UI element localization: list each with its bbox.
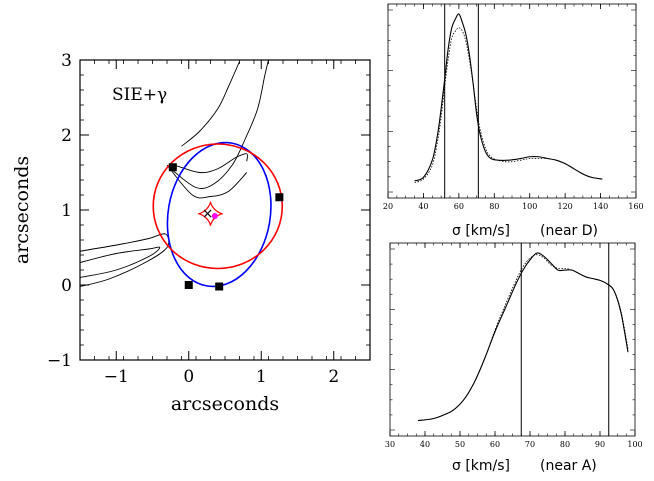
lensed-image-marker <box>168 163 177 172</box>
near-d-tick-labels: 20 40 60 80 100 120 140 160 <box>383 202 644 211</box>
contour-upper-arc-outer <box>166 164 248 199</box>
blue-caustic-curve <box>166 141 272 288</box>
near-d-series <box>414 13 603 183</box>
x-tick-label: 80 <box>560 440 570 449</box>
x-tick-label: 60 <box>454 202 464 211</box>
x-tick-label: −1 <box>104 367 129 387</box>
x-tick-label: 1 <box>256 367 267 387</box>
y-tick-label: 0 <box>61 276 72 296</box>
x-tick-label: 40 <box>420 440 430 449</box>
y-tick-label: −1 <box>47 351 72 371</box>
red-caustic <box>198 201 223 226</box>
near-d-annotation: (near D) <box>540 223 598 239</box>
x-tick-label: 70 <box>525 440 535 449</box>
dispersion-near-d-panel: 20 40 60 80 100 120 140 160 σ [km/s] (near D) <box>383 3 644 239</box>
dispersion-near-a-panel: 30 40 50 60 70 80 90 100 σ [km/s] (near A) <box>385 242 643 474</box>
x-tick-label: 40 <box>418 202 428 211</box>
lensed-image-marker <box>184 281 193 289</box>
x-tick-label: 80 <box>489 202 499 211</box>
x-tick-label: 20 <box>383 202 393 211</box>
x-tick-label: 100 <box>522 202 537 211</box>
lensed-image-marker <box>275 193 284 202</box>
x-tick-label: 160 <box>628 202 643 211</box>
lens-ticks <box>79 59 371 361</box>
near-a-vertical-lines <box>520 243 610 436</box>
lens-xlabel: arcseconds <box>171 393 279 415</box>
series-solid <box>414 13 603 182</box>
near-a-annotation: (near A) <box>540 458 597 474</box>
near-d-xlabel: σ [km/s] <box>452 223 510 239</box>
x-tick-label: 30 <box>385 440 395 449</box>
x-tick-label: 90 <box>595 440 605 449</box>
lens-ylabel: arcseconds <box>11 156 33 264</box>
red-critical-curve <box>152 143 284 270</box>
contour-upper-arc <box>170 59 269 189</box>
lens-tick-labels: −1 0 1 2 −1 0 1 2 3 <box>47 51 339 387</box>
near-d-frame <box>387 3 637 199</box>
x-tick-label: 2 <box>328 367 339 387</box>
near-a-series <box>417 252 629 422</box>
contour-top-contour <box>181 61 240 147</box>
near-d-vertical-lines <box>444 4 479 198</box>
x-tick-label: 0 <box>183 367 194 387</box>
image-positions: × <box>168 163 284 291</box>
lens-plot-frame <box>79 59 371 361</box>
x-tick-label: 120 <box>558 202 573 211</box>
near-d-ticks <box>387 4 637 198</box>
x-tick-label: 60 <box>490 440 500 449</box>
series-dotted <box>417 254 629 421</box>
model-title: SIE+γ <box>112 85 167 105</box>
x-tick-label: 100 <box>627 440 642 449</box>
y-tick-label: 3 <box>61 51 72 71</box>
lensed-image-marker <box>215 282 224 291</box>
near-a-ticks <box>389 243 636 436</box>
near-a-tick-labels: 30 40 50 60 70 80 90 100 <box>385 440 643 449</box>
x-tick-label: 50 <box>455 440 465 449</box>
near-a-xlabel: σ [km/s] <box>452 458 510 474</box>
contour-left-arc-1 <box>79 233 170 287</box>
y-tick-label: 1 <box>61 201 72 221</box>
lens-model-panel: −1 0 1 2 −1 0 1 2 3 × SIE+γ arcseconds arcsecond… <box>11 51 371 415</box>
x-tick-label: 140 <box>593 202 608 211</box>
contour-left-arc-2 <box>79 246 161 278</box>
contour-upper-arc-inner <box>174 153 248 174</box>
series-solid <box>417 252 629 422</box>
galaxy-center-marker: × <box>202 206 214 222</box>
source-position-marker <box>211 213 218 219</box>
near-a-frame <box>389 242 636 437</box>
model-curves <box>152 141 284 288</box>
series-dotted <box>414 27 603 183</box>
y-tick-label: 2 <box>61 126 72 146</box>
